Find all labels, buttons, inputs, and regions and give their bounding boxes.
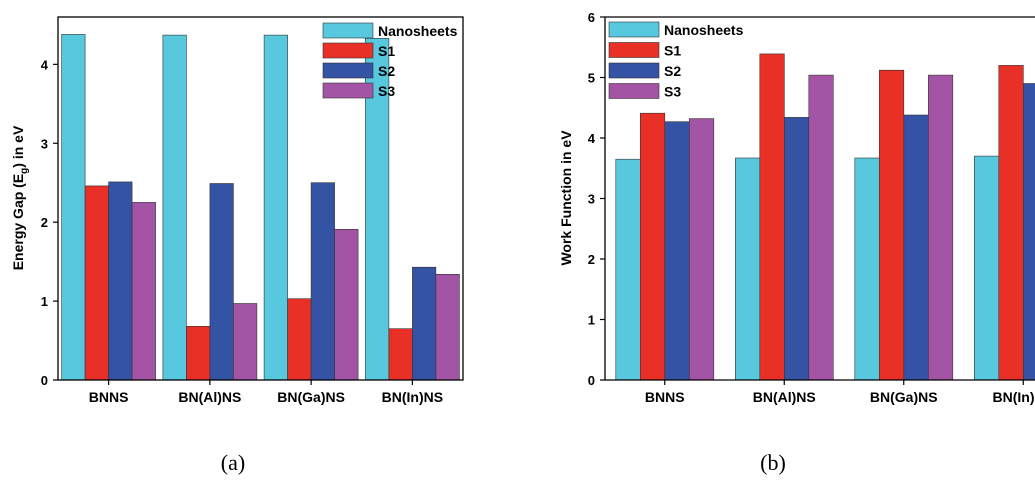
a-legend-swatch-s1 <box>322 42 374 59</box>
a-bar-bn-ga-ns-s1 <box>287 298 312 381</box>
b-x-tick-label-bn-ga-ns: BN(Ga)NS <box>870 389 938 405</box>
b-bar-bn-ga-ns-s3 <box>927 74 954 381</box>
b-bar-bnns-s1 <box>639 112 666 381</box>
a-legend-swatch-s3 <box>322 82 374 99</box>
panel-b-bars <box>615 53 1035 381</box>
panel-b-x-ticks: BNNS BN(Al)NS BN(Ga)NS BN(In)NS <box>645 380 1035 405</box>
a-x-tick-label-bn-al-ns: BN(Al)NS <box>178 389 241 405</box>
panel-b-work-function-chart: 0 1 2 3 4 5 6 BNNS BN(Al)NS BN(Ga)NS BN(In)NS Wor… <box>558 10 1035 475</box>
a-y-tick-label-1: 1 <box>41 294 48 309</box>
b-x-tick-label-bnns: BNNS <box>645 389 685 405</box>
b-x-tick-label-bn-al-ns: BN(Al)NS <box>753 389 816 405</box>
b-bar-bn-al-ns-s3 <box>808 74 834 381</box>
panel-a-axes-frame <box>57 16 464 381</box>
b-y-tick-label-3: 3 <box>588 192 595 207</box>
a-bar-bn-al-ns-s1 <box>186 325 211 381</box>
panel-a-x-ticks: BNNS BN(Al)NS BN(Ga)NS BN(In)NS <box>89 380 443 405</box>
a-legend-label-s3: S3 <box>378 83 395 99</box>
a-bar-bnns-s1 <box>84 185 109 381</box>
a-y-tick-label-3: 3 <box>41 136 48 151</box>
b-y-tick-label-6: 6 <box>588 10 595 25</box>
b-bar-bn-ga-ns-s2 <box>903 114 929 381</box>
a-y-tick-label-2: 2 <box>41 215 48 230</box>
b-legend-label-s1: S1 <box>664 43 681 59</box>
panel-b-caption: (b) <box>760 450 786 475</box>
a-x-tick-label-bn-ga-ns: BN(Ga)NS <box>277 389 345 405</box>
b-y-tick-label-2: 2 <box>588 252 595 267</box>
a-legend-label-s2: S2 <box>378 63 395 79</box>
a-bar-bnns-s3 <box>131 202 156 381</box>
panel-a-energy-gap-chart: 0 1 2 3 4 BNNS BN(Al)NS BN(Ga)NS BN(In)NS Energ… <box>10 16 464 475</box>
b-bar-bn-al-ns-s1 <box>759 53 785 381</box>
b-legend-label-nanosheets: Nanosheets <box>664 22 744 38</box>
panel-b-legend: Nanosheets S1 S2 S3 <box>608 21 744 100</box>
a-y-tick-label-4: 4 <box>41 57 49 72</box>
a-bar-bn-ga-ns-s2 <box>310 182 335 381</box>
b-y-tick-label-0: 0 <box>588 373 595 388</box>
panel-a-y-axis-title: Energy Gap (Eg) in eV <box>10 125 30 270</box>
b-bar-bn-ga-ns-s1 <box>878 69 905 381</box>
b-legend-swatch-nanosheets <box>608 21 660 38</box>
a-bar-bn-ga-ns-nanosheets <box>263 34 288 381</box>
b-bar-bnns-s2 <box>664 121 690 381</box>
a-bar-bn-al-ns-s3 <box>233 303 258 381</box>
a-x-tick-label-bnns: BNNS <box>89 389 129 405</box>
a-bar-bn-in-ns-s2 <box>412 266 437 381</box>
a-bar-bn-al-ns-s2 <box>209 183 234 381</box>
a-bar-bn-in-ns-s1 <box>388 328 413 381</box>
panel-b-y-ticks: 0 1 2 3 4 5 6 <box>588 10 605 388</box>
a-bar-bn-ga-ns-s3 <box>334 229 359 381</box>
b-bar-bn-al-ns-nanosheets <box>734 157 761 381</box>
b-legend-swatch-s1 <box>608 42 660 58</box>
b-y-tick-label-5: 5 <box>588 71 595 86</box>
b-legend-swatch-s3 <box>608 83 660 99</box>
panel-b-y-axis-title: Work Function in eV <box>558 130 574 266</box>
panel-a-legend: Nanosheets S1 S2 S3 <box>322 22 458 99</box>
a-legend-label-nanosheets: Nanosheets <box>378 23 458 39</box>
b-bar-bnns-nanosheets <box>615 158 641 381</box>
a-bar-bn-in-ns-s3 <box>435 273 460 381</box>
a-legend-swatch-s2 <box>322 62 374 79</box>
b-bar-bn-ga-ns-nanosheets <box>854 157 880 381</box>
panel-a-bars <box>61 34 460 381</box>
a-bar-bn-al-ns-nanosheets <box>162 34 187 381</box>
b-legend-label-s2: S2 <box>664 63 681 79</box>
b-bar-bn-al-ns-s2 <box>783 117 810 381</box>
b-legend-swatch-s2 <box>608 62 660 79</box>
b-legend-label-s3: S3 <box>664 84 681 100</box>
b-bar-bn-in-ns-s1 <box>998 65 1024 381</box>
a-bar-bnns-s2 <box>108 181 133 381</box>
a-x-tick-label-bn-in-ns: BN(In)NS <box>382 389 443 405</box>
b-bar-bnns-s3 <box>688 118 715 381</box>
a-legend-swatch-nanosheets <box>322 22 374 39</box>
b-y-tick-label-1: 1 <box>588 313 595 328</box>
b-y-tick-label-4: 4 <box>588 131 596 146</box>
a-bar-bnns-nanosheets <box>61 34 86 381</box>
b-bar-bn-in-ns-s2 <box>1022 83 1035 381</box>
panel-a-caption: (a) <box>221 450 245 475</box>
b-bar-bn-in-ns-nanosheets <box>973 155 1000 381</box>
b-x-tick-label-bn-in-ns: BN(In)NS <box>993 389 1035 405</box>
a-y-tick-label-0: 0 <box>41 373 48 388</box>
a-legend-label-s1: S1 <box>378 43 395 59</box>
panel-a-y-ticks: 0 1 2 3 4 <box>41 57 58 388</box>
